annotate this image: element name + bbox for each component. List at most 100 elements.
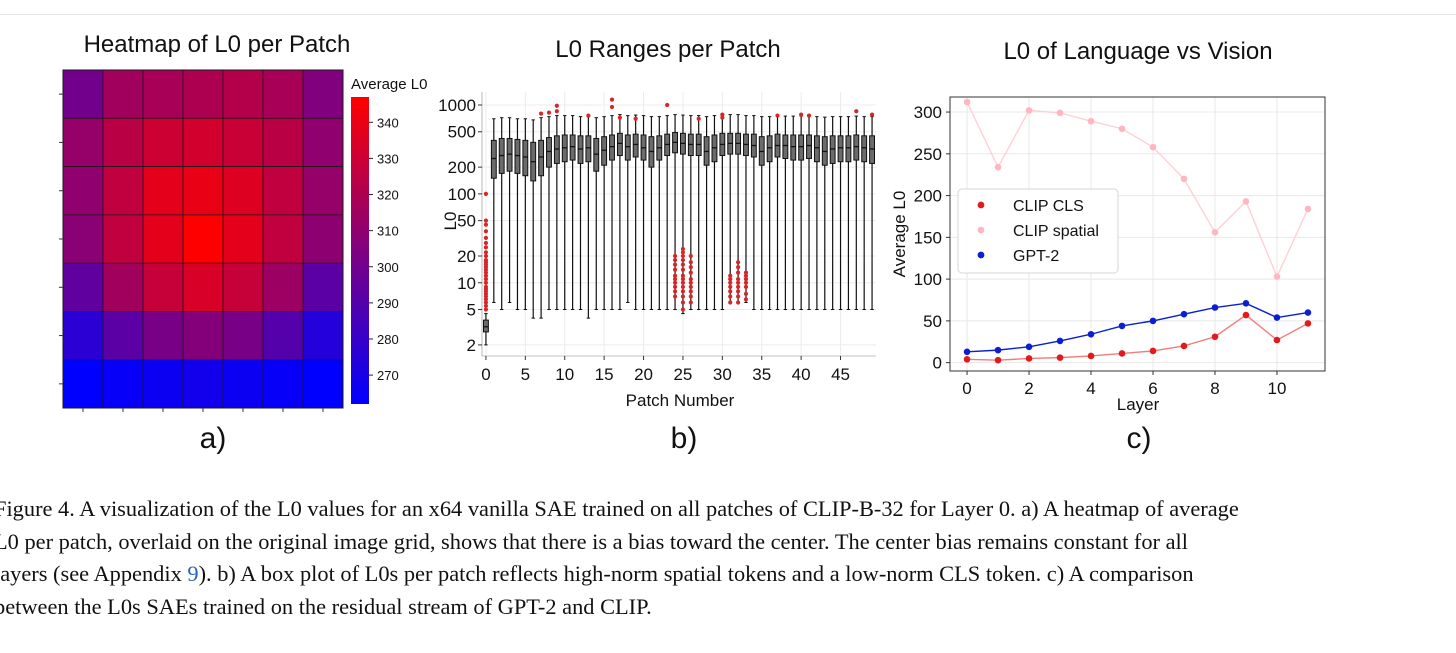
series-point bbox=[1304, 320, 1312, 327]
series-point bbox=[1242, 300, 1250, 307]
caption-line: layers (see Appendix 9). b) A box plot o… bbox=[0, 558, 1456, 591]
heatmap-cell bbox=[143, 118, 184, 167]
box bbox=[522, 139, 529, 177]
linechart-title: L0 of Language vs Vision bbox=[1003, 38, 1272, 65]
box-outlier bbox=[483, 307, 489, 312]
box-outlier bbox=[539, 111, 544, 116]
linechart-ytick-label: 200 bbox=[914, 187, 942, 206]
box bbox=[766, 135, 773, 163]
figure-caption: Figure 4. A visualization of the L0 valu… bbox=[0, 493, 1456, 623]
box-outlier bbox=[672, 257, 678, 263]
legend-marker bbox=[977, 201, 985, 209]
legend-marker bbox=[977, 251, 985, 259]
box-outlier bbox=[696, 116, 701, 121]
series-point bbox=[1056, 337, 1064, 345]
heatmap-cell bbox=[223, 311, 264, 361]
heatmap-cell bbox=[143, 166, 184, 216]
boxplot-xtick-label: 25 bbox=[673, 365, 692, 384]
box-outlier bbox=[736, 284, 741, 289]
colorbar-tick-label: 310 bbox=[377, 224, 399, 239]
box-outlier bbox=[854, 109, 859, 114]
box-outlier bbox=[483, 240, 489, 246]
linechart-axes: 0 50 100 150 200 250 300 0 2 4 6 8 10 bbox=[914, 96, 1326, 398]
heatmap-cell bbox=[63, 214, 104, 264]
box-outlier bbox=[672, 294, 678, 299]
box bbox=[569, 134, 576, 161]
boxplot-xtick-label: 20 bbox=[634, 365, 653, 384]
heatmap-cell bbox=[63, 311, 104, 361]
box-outlier bbox=[728, 289, 733, 294]
heatmap-cell bbox=[103, 166, 144, 216]
series-point bbox=[1087, 117, 1095, 125]
linechart-xtick-label: 0 bbox=[962, 379, 971, 398]
box bbox=[798, 134, 805, 161]
box-outlier bbox=[633, 116, 638, 121]
series-point bbox=[1242, 198, 1250, 205]
series-point bbox=[1180, 310, 1188, 318]
heatmap-cell bbox=[223, 70, 264, 119]
boxplot-boxes bbox=[482, 97, 876, 346]
box-outlier bbox=[688, 265, 693, 270]
linechart-frame bbox=[949, 96, 1326, 372]
box bbox=[624, 134, 631, 161]
linechart-xtick-label: 6 bbox=[1148, 379, 1157, 398]
box-outlier bbox=[743, 273, 749, 278]
box-outlier bbox=[680, 280, 686, 285]
box-outlier bbox=[483, 303, 489, 308]
linechart-xtick-label: 4 bbox=[1086, 379, 1095, 398]
page-top-rule bbox=[0, 14, 1456, 15]
heatmap-cell bbox=[263, 118, 304, 167]
box-outlier bbox=[617, 115, 623, 120]
heatmap-cell bbox=[183, 311, 224, 361]
series-point bbox=[1211, 304, 1219, 311]
box-outlier bbox=[680, 289, 686, 294]
heatmap-cell bbox=[183, 166, 224, 216]
colorbar-ticks: 270 280 290 300 310 320 330 340 bbox=[369, 115, 399, 383]
caption-line: between the L0s SAEs trained on the resi… bbox=[0, 591, 1456, 624]
box bbox=[632, 133, 639, 158]
boxplot-ytick-label: 2 bbox=[467, 336, 476, 355]
box-outlier bbox=[672, 289, 678, 294]
box-outlier bbox=[609, 97, 615, 102]
heatmap-cell bbox=[263, 359, 304, 409]
series-point bbox=[1149, 347, 1157, 355]
appendix-link[interactable]: 9 bbox=[187, 561, 199, 586]
box-outlier bbox=[736, 289, 741, 294]
heatmap-cell bbox=[103, 118, 144, 167]
box-outlier bbox=[483, 250, 489, 255]
box-outlier bbox=[672, 253, 678, 259]
series-point bbox=[1118, 322, 1126, 330]
box-outlier bbox=[672, 280, 678, 285]
box-outlier bbox=[672, 276, 678, 282]
heatmap-cell bbox=[63, 70, 104, 119]
box-outlier bbox=[688, 300, 693, 305]
boxplot-xtick-label: 30 bbox=[713, 365, 732, 384]
boxplot-ytick-label: 50 bbox=[457, 212, 476, 231]
box-outlier bbox=[743, 270, 749, 275]
series-point bbox=[1118, 350, 1126, 357]
caption-text: L0 per patch, overlaid on the original i… bbox=[0, 528, 1188, 554]
series-point bbox=[1180, 175, 1188, 183]
box-outlier bbox=[736, 276, 741, 282]
box-outlier bbox=[586, 113, 591, 118]
boxplot-xtick-label: 10 bbox=[555, 365, 574, 384]
series-point bbox=[1087, 330, 1095, 338]
heatmap-cell bbox=[223, 166, 264, 216]
boxplot-ytick-label: 100 bbox=[448, 185, 476, 204]
series-point bbox=[1273, 273, 1281, 280]
box-outlier bbox=[680, 250, 686, 255]
boxplot-xtick-label: 0 bbox=[481, 365, 490, 384]
series-point bbox=[963, 348, 971, 356]
series-point bbox=[1149, 317, 1157, 325]
heatmap-frame bbox=[59, 69, 344, 412]
series-point bbox=[963, 98, 971, 106]
caption-text: layers (see Appendix bbox=[0, 561, 188, 586]
box-outlier bbox=[483, 276, 489, 282]
box-outlier bbox=[483, 273, 489, 278]
linechart-ytick-label: 0 bbox=[933, 354, 942, 373]
series-point bbox=[1273, 336, 1281, 344]
series-point bbox=[994, 163, 1002, 171]
box bbox=[806, 134, 812, 160]
heatmap-cell bbox=[103, 263, 144, 312]
box-outlier bbox=[483, 222, 489, 227]
